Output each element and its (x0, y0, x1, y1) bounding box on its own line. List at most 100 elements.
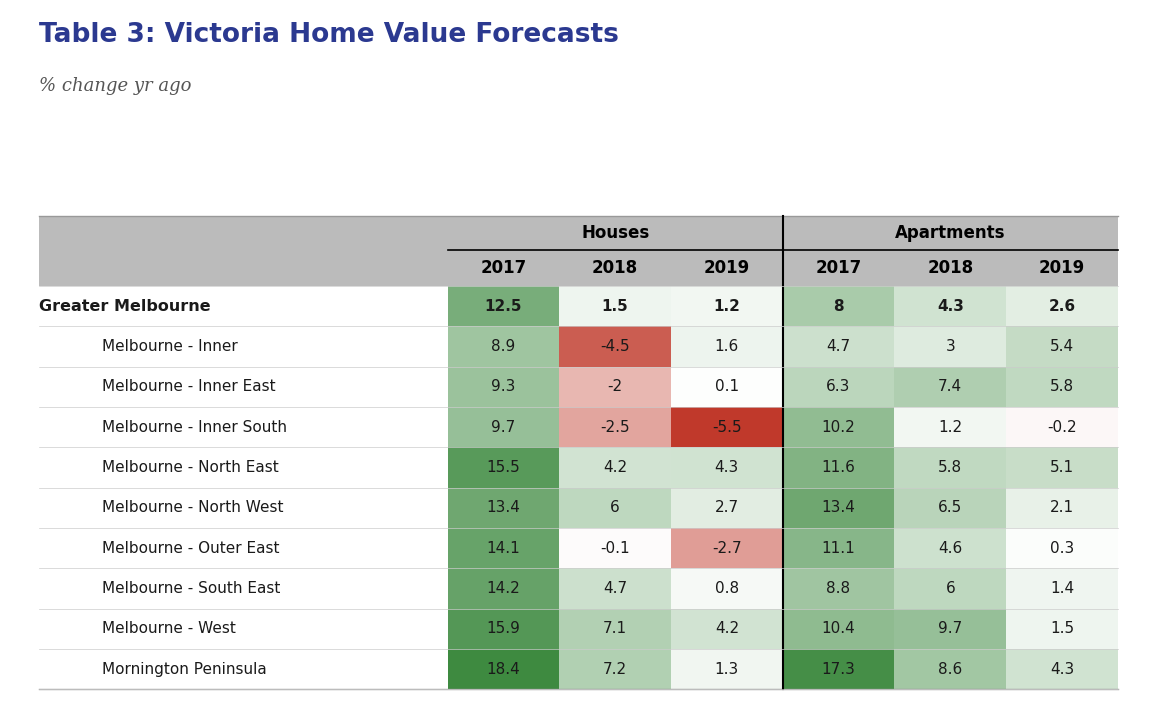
Text: 2019: 2019 (704, 259, 751, 277)
Bar (559, 528, 670, 568)
Bar (894, 488, 1006, 528)
Text: 5.8: 5.8 (938, 460, 963, 475)
Bar (670, 488, 783, 528)
Bar (448, 649, 559, 689)
Text: -2.5: -2.5 (601, 420, 630, 434)
Bar (448, 367, 559, 407)
Text: -2.7: -2.7 (712, 541, 741, 555)
Bar (783, 488, 894, 528)
Bar (783, 649, 894, 689)
Text: 17.3: 17.3 (821, 662, 855, 677)
Text: Apartments: Apartments (896, 224, 1006, 242)
Text: Melbourne - North West: Melbourne - North West (102, 501, 283, 515)
Bar (38, 528, 448, 568)
Bar (670, 649, 783, 689)
Bar (38, 286, 448, 326)
Bar (670, 407, 783, 447)
Bar (783, 367, 894, 407)
Bar (559, 447, 670, 488)
Text: Melbourne - Inner: Melbourne - Inner (102, 339, 238, 354)
Bar (894, 286, 1006, 326)
Text: 9.3: 9.3 (491, 379, 515, 394)
Text: 6: 6 (945, 581, 955, 596)
Bar (448, 326, 559, 367)
Text: 7.2: 7.2 (603, 662, 628, 677)
Bar (448, 286, 559, 326)
Text: 2018: 2018 (592, 259, 638, 277)
Text: 7.1: 7.1 (603, 622, 628, 636)
Text: -0.1: -0.1 (601, 541, 630, 555)
Bar (894, 568, 1006, 609)
Text: 3: 3 (945, 339, 955, 354)
Bar (559, 649, 670, 689)
Text: 4.7: 4.7 (603, 581, 628, 596)
Text: 6: 6 (610, 501, 619, 515)
Text: 15.5: 15.5 (486, 460, 521, 475)
Text: 1.4: 1.4 (1050, 581, 1074, 596)
Bar (38, 568, 448, 609)
Bar (670, 568, 783, 609)
Bar (38, 609, 448, 649)
Text: Mornington Peninsula: Mornington Peninsula (102, 662, 267, 677)
Text: 4.2: 4.2 (603, 460, 628, 475)
Text: 1.6: 1.6 (715, 339, 739, 354)
Bar (670, 326, 783, 367)
Bar (670, 609, 783, 649)
Bar (894, 407, 1006, 447)
Text: Melbourne - Inner East: Melbourne - Inner East (102, 379, 276, 394)
Text: 8.6: 8.6 (938, 662, 963, 677)
Bar (448, 407, 559, 447)
Text: -2: -2 (608, 379, 623, 394)
Text: 1.2: 1.2 (938, 420, 963, 434)
Bar (38, 326, 448, 367)
Text: -0.2: -0.2 (1047, 420, 1076, 434)
Text: 7.4: 7.4 (938, 379, 963, 394)
Bar (1006, 367, 1118, 407)
Text: 13.4: 13.4 (821, 501, 855, 515)
Text: 9.7: 9.7 (938, 622, 963, 636)
Bar (38, 649, 448, 689)
Bar (783, 326, 894, 367)
Bar (783, 407, 894, 447)
Bar (1006, 649, 1118, 689)
Text: Melbourne - South East: Melbourne - South East (102, 581, 281, 596)
Text: -5.5: -5.5 (712, 420, 741, 434)
Text: 5.4: 5.4 (1050, 339, 1074, 354)
Text: 2018: 2018 (927, 259, 973, 277)
Text: Greater Melbourne: Greater Melbourne (38, 298, 210, 313)
Text: 8: 8 (833, 298, 843, 313)
Bar (559, 326, 670, 367)
Text: 9.7: 9.7 (492, 420, 515, 434)
Bar (1006, 609, 1118, 649)
Text: 15.9: 15.9 (486, 622, 521, 636)
Bar (38, 216, 1118, 286)
Bar (783, 447, 894, 488)
Text: % change yr ago: % change yr ago (38, 77, 191, 95)
Text: 1.5: 1.5 (1050, 622, 1074, 636)
Text: 4.2: 4.2 (715, 622, 739, 636)
Text: 14.2: 14.2 (486, 581, 521, 596)
Text: 14.1: 14.1 (486, 541, 521, 555)
Text: 0.1: 0.1 (715, 379, 739, 394)
Bar (448, 609, 559, 649)
Bar (783, 568, 894, 609)
Text: 11.6: 11.6 (821, 460, 855, 475)
Bar (448, 488, 559, 528)
Text: 4.3: 4.3 (715, 460, 739, 475)
Text: 2017: 2017 (815, 259, 862, 277)
Bar (448, 528, 559, 568)
Text: 8.8: 8.8 (826, 581, 850, 596)
Text: 1.5: 1.5 (602, 298, 629, 313)
Bar (448, 447, 559, 488)
Bar (1006, 447, 1118, 488)
Bar (670, 286, 783, 326)
Text: 2019: 2019 (1039, 259, 1085, 277)
Text: 6.3: 6.3 (826, 379, 850, 394)
Bar (1006, 568, 1118, 609)
Bar (38, 407, 448, 447)
Bar (670, 528, 783, 568)
Text: 5.1: 5.1 (1050, 460, 1074, 475)
Text: 10.4: 10.4 (821, 622, 855, 636)
Bar (1006, 407, 1118, 447)
Text: 2.1: 2.1 (1050, 501, 1074, 515)
